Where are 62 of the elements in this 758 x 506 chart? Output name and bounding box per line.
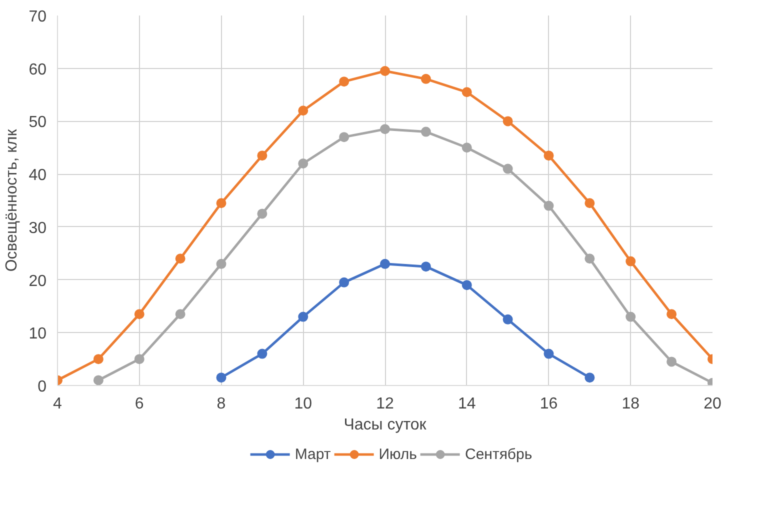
- point: [93, 354, 104, 364]
- point: [339, 132, 350, 142]
- point: [380, 66, 390, 76]
- point: [216, 258, 226, 269]
- x-tick-label: 20: [704, 396, 722, 412]
- x-tick-label: 18: [622, 396, 640, 412]
- point: [502, 314, 513, 324]
- x-tick-label: 4: [53, 396, 62, 412]
- point: [298, 158, 308, 168]
- x-tick-label: 12: [376, 396, 394, 412]
- point: [216, 198, 226, 208]
- y-tick-label: 10: [28, 326, 47, 343]
- x-tick-label: 16: [540, 396, 558, 412]
- x-tick-label: 6: [134, 396, 144, 412]
- legend-label: Июль: [378, 446, 417, 462]
- y-tick-label: 60: [28, 61, 47, 78]
- point: [257, 150, 268, 161]
- y-axis-title: Освещённость, клк: [4, 128, 21, 272]
- point: [462, 280, 472, 290]
- point: [626, 312, 636, 322]
- point: [626, 256, 636, 266]
- point: [544, 200, 554, 211]
- y-tick-label: 20: [28, 272, 47, 290]
- point: [339, 277, 350, 288]
- y-tick-label: 30: [28, 220, 47, 237]
- point: [666, 356, 677, 367]
- point: [134, 309, 144, 320]
- point: [93, 375, 104, 386]
- point: [666, 309, 677, 320]
- point: [502, 164, 513, 174]
- y-tick-label: 40: [28, 167, 47, 184]
- point: [339, 76, 350, 87]
- x-tick-label: 10: [294, 396, 312, 412]
- point: [584, 198, 595, 208]
- point: [216, 372, 226, 383]
- y-tick-label: 70: [28, 8, 47, 26]
- point: [584, 372, 595, 383]
- y-tick-label: 0: [38, 378, 47, 396]
- point: [134, 354, 144, 364]
- point: [462, 87, 472, 98]
- point: [502, 116, 513, 126]
- y-tick-label: 50: [28, 114, 47, 132]
- point: [544, 348, 554, 359]
- point: [420, 74, 431, 84]
- x-axis-title: Часы суток: [344, 416, 428, 434]
- legend-label: Март: [294, 446, 331, 462]
- point: [175, 254, 186, 264]
- point: [298, 312, 308, 322]
- point: [420, 262, 431, 272]
- point: [380, 258, 390, 269]
- point: [380, 124, 390, 134]
- x-tick-label: 14: [458, 396, 476, 412]
- point: [544, 150, 554, 161]
- point: [420, 126, 431, 137]
- point: [584, 254, 595, 264]
- point: [257, 348, 268, 359]
- point: [462, 142, 472, 153]
- point: [298, 106, 308, 116]
- x-tick-label: 8: [216, 396, 226, 412]
- point: [257, 208, 268, 219]
- legend-label: Сентябрь: [464, 446, 532, 462]
- point: [175, 309, 186, 320]
